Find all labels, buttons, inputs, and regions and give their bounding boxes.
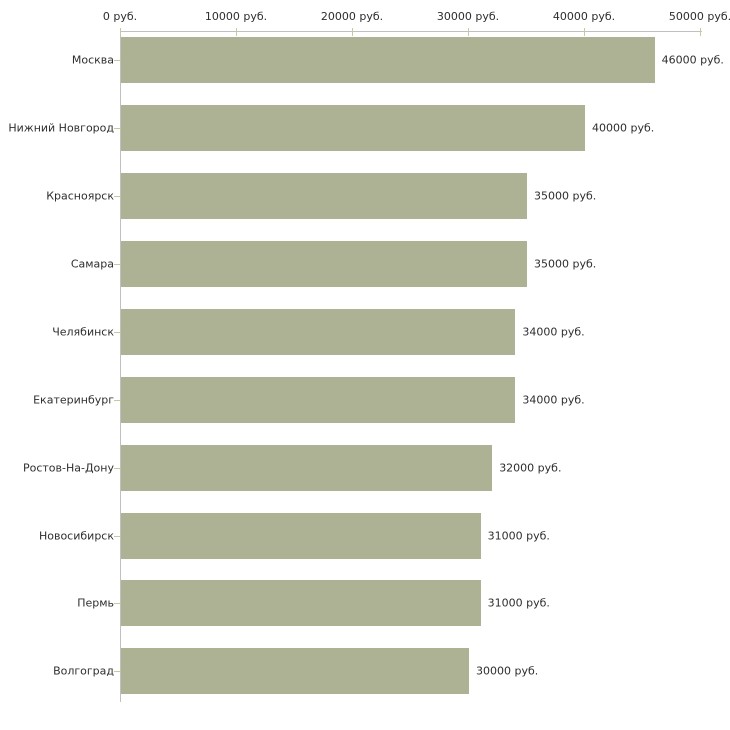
bar xyxy=(121,240,527,287)
category-label: Самара xyxy=(70,257,114,271)
x-tick-mark xyxy=(700,28,701,36)
x-tick-label: 40000 руб. xyxy=(552,10,616,23)
bar-value-label: 34000 руб. xyxy=(522,393,585,407)
bar xyxy=(121,648,469,695)
y-tick-mark xyxy=(114,603,121,605)
x-tick-mark xyxy=(120,28,121,36)
bar xyxy=(121,37,655,84)
y-tick-mark xyxy=(114,60,121,62)
bar-value-label: 35000 руб. xyxy=(534,257,597,271)
y-axis-line xyxy=(120,31,121,702)
bar-value-label: 40000 руб. xyxy=(592,121,655,135)
x-tick-mark xyxy=(468,28,469,36)
bar xyxy=(121,376,516,423)
bar xyxy=(121,580,481,627)
category-label: Челябинск xyxy=(52,325,114,339)
category-label: Москва xyxy=(71,53,114,67)
y-tick-mark xyxy=(114,535,121,537)
bar xyxy=(121,308,516,355)
bar-value-label: 34000 руб. xyxy=(522,325,585,339)
y-tick-mark xyxy=(114,467,121,469)
category-label: Красноярск xyxy=(46,189,114,203)
y-tick-mark xyxy=(114,128,121,130)
x-axis-line xyxy=(120,31,702,32)
bar xyxy=(121,105,585,152)
category-label: Екатеринбург xyxy=(33,393,114,407)
bar-value-label: 35000 руб. xyxy=(534,189,597,203)
x-tick-label: 20000 руб. xyxy=(320,10,384,23)
category-label: Ростов-На-Дону xyxy=(22,461,114,475)
x-tick-mark xyxy=(352,28,353,36)
y-tick-mark xyxy=(114,671,121,673)
x-tick-label: 50000 руб. xyxy=(668,10,730,23)
x-tick-label: 10000 руб. xyxy=(204,10,268,23)
bar xyxy=(121,512,481,559)
y-tick-mark xyxy=(114,196,121,197)
category-label: Новосибирск xyxy=(38,529,114,542)
bar-value-label: 46000 руб. xyxy=(661,53,724,67)
x-tick-mark xyxy=(584,28,585,36)
category-label: Пермь xyxy=(77,596,114,610)
y-tick-mark xyxy=(114,263,121,265)
x-tick-label: 0 руб. xyxy=(102,10,138,23)
bar xyxy=(121,444,493,491)
x-tick-mark xyxy=(236,28,237,36)
bar-value-label: 31000 руб. xyxy=(487,596,550,610)
bar-value-label: 30000 руб. xyxy=(476,664,539,678)
bar xyxy=(121,173,527,219)
category-label: Нижний Новгород xyxy=(8,121,114,135)
category-label: Волгоград xyxy=(53,664,114,678)
bar-value-label: 32000 руб. xyxy=(499,461,562,475)
x-tick-label: 30000 руб. xyxy=(436,10,500,23)
bar-value-label: 31000 руб. xyxy=(487,529,550,542)
y-tick-mark xyxy=(114,331,121,333)
y-tick-mark xyxy=(114,399,121,401)
